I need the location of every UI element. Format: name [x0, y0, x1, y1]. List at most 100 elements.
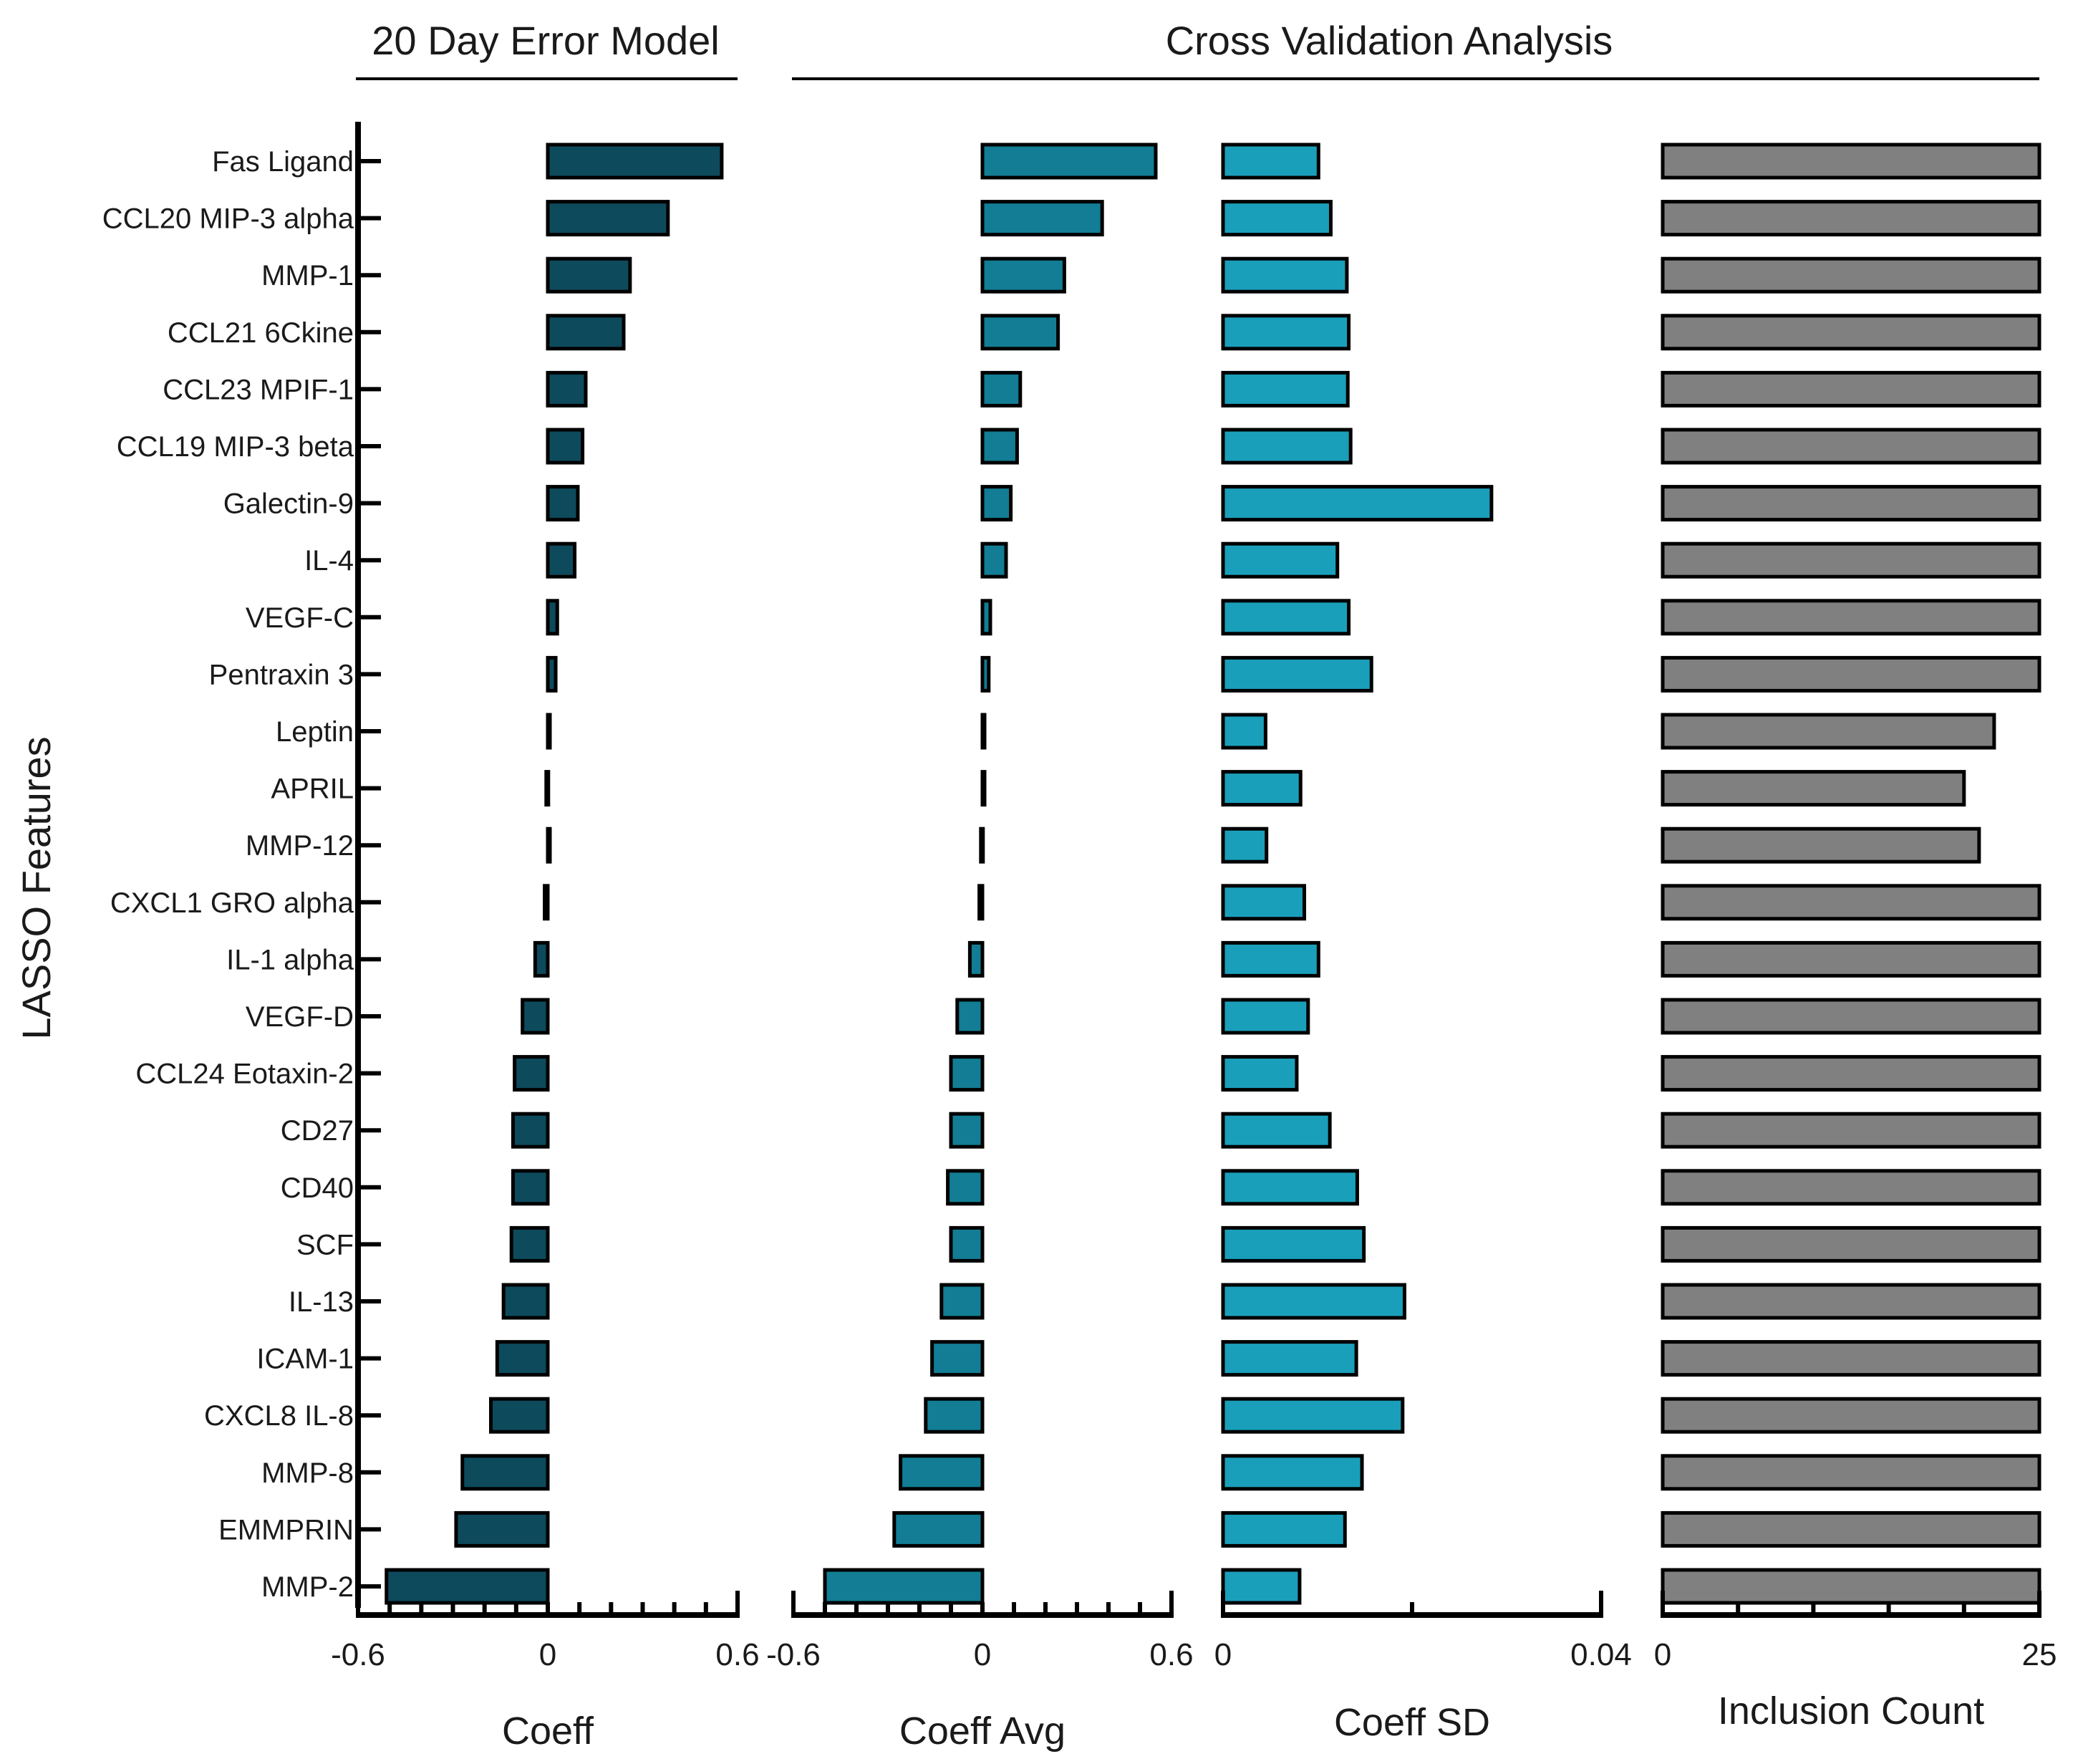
bar [1221, 1112, 1332, 1149]
feature-label: Fas Ligand [212, 146, 354, 178]
bar [980, 200, 1104, 237]
panel-1: -0.6 0 0.6 Coeff Avg [766, 143, 1194, 1753]
bar [955, 998, 985, 1035]
feature-label: IL-4 [304, 545, 354, 577]
bar [1221, 1568, 1302, 1605]
bar [899, 1454, 985, 1491]
bar [1221, 1510, 1347, 1548]
bar [460, 1454, 550, 1491]
bar [1661, 998, 2041, 1035]
bar [823, 1568, 985, 1605]
bar [1661, 485, 2041, 522]
feature-label: CD40 [281, 1172, 354, 1204]
feature-label: CCL20 MIP-3 alpha [102, 203, 354, 235]
bar [980, 370, 1023, 408]
y-axis-label: LASSO Features [14, 736, 59, 1039]
feature-label: IL-13 [289, 1286, 354, 1318]
feature-label: CCL19 MIP-3 beta [117, 431, 354, 463]
feature-label: Galectin-9 [223, 488, 354, 520]
bar [546, 314, 626, 351]
feature-label: APRIL [271, 773, 354, 805]
bar [1221, 884, 1307, 921]
feature-label: Pentraxin 3 [209, 659, 354, 690]
x-tick-label: 0.6 [1149, 1637, 1193, 1672]
panel-2: 0 0.04 Coeff SD [1214, 143, 1632, 1744]
bar [980, 599, 992, 636]
x-tick-label: -0.6 [331, 1637, 385, 1672]
bar [1661, 1055, 2041, 1092]
bar [1661, 428, 2041, 465]
bar [1661, 1225, 2041, 1263]
feature-label: SCF [296, 1229, 354, 1261]
bar [1221, 143, 1320, 180]
bar [1661, 770, 1966, 807]
bar [946, 1169, 985, 1206]
bar [513, 1055, 550, 1092]
x-axis-label: Coeff [502, 1710, 594, 1753]
x-tick-label: 0.04 [1570, 1637, 1632, 1672]
group-title-model: 20 Day Error Model [372, 18, 720, 63]
x-tick-label: 0 [1654, 1637, 1671, 1672]
bar [385, 1568, 550, 1605]
bar [1661, 1397, 2041, 1434]
bar [533, 940, 550, 978]
feature-label: CD27 [281, 1115, 354, 1147]
bar [980, 256, 1066, 294]
bar [511, 1112, 550, 1149]
bar [949, 1225, 985, 1263]
bar [546, 485, 580, 522]
bar [980, 143, 1158, 180]
feature-label: IL-1 alpha [226, 944, 354, 975]
bar [1221, 485, 1494, 522]
bar [1661, 655, 2041, 693]
bar [1221, 1397, 1405, 1434]
bar [543, 884, 550, 921]
bar [501, 1283, 550, 1320]
bar [1661, 200, 2041, 237]
feature-label: CCL23 MPIF-1 [163, 374, 354, 405]
feature-label: MMP-2 [261, 1571, 354, 1603]
panel-3: 0 25 Inclusion Count [1654, 143, 2057, 1732]
bar [1661, 599, 2041, 636]
bar [546, 541, 577, 579]
x-tick-label: 0 [1214, 1637, 1232, 1672]
bar [939, 1283, 985, 1320]
bar [489, 1397, 550, 1434]
bar [977, 884, 985, 921]
bar [930, 1340, 985, 1377]
feature-label: ICAM-1 [256, 1344, 354, 1375]
bar [546, 713, 552, 750]
bar [546, 826, 552, 864]
x-axis-label: Coeff SD [1334, 1701, 1490, 1744]
bar [1221, 770, 1303, 807]
bar [1661, 1568, 2041, 1605]
bar [1221, 998, 1310, 1035]
bar [1221, 1340, 1358, 1377]
bar [1661, 143, 2041, 180]
feature-label: MMP-8 [261, 1457, 354, 1489]
group-title-cv: Cross Validation Analysis [1166, 18, 1613, 63]
bar [967, 940, 985, 978]
bar [1221, 599, 1351, 636]
bar [1661, 1454, 2041, 1491]
bar [1221, 1283, 1406, 1320]
x-tick-label: -0.6 [766, 1637, 821, 1672]
feature-label: CCL21 6Ckine [168, 317, 354, 349]
bar [1221, 1169, 1359, 1206]
bar [1661, 826, 1981, 864]
bar [980, 713, 987, 750]
chart-panels: -0.6 0 0.6 Coeff -0.6 0 0.6 Coeff Avg 0 0.04 Coeff… [331, 143, 2057, 1753]
bar [546, 200, 670, 237]
feature-label: CXCL8 IL-8 [204, 1400, 354, 1432]
bar [546, 256, 632, 294]
bar [1221, 1454, 1364, 1491]
bar [1221, 655, 1373, 693]
bar [892, 1510, 985, 1548]
bar [509, 1225, 550, 1263]
bar [949, 1112, 985, 1149]
x-axis-label: Coeff Avg [899, 1710, 1066, 1753]
panel-0: -0.6 0 0.6 Coeff [331, 143, 760, 1753]
bar [1221, 314, 1351, 351]
feature-label: VEGF-D [246, 1001, 354, 1033]
bar [1661, 1340, 2041, 1377]
